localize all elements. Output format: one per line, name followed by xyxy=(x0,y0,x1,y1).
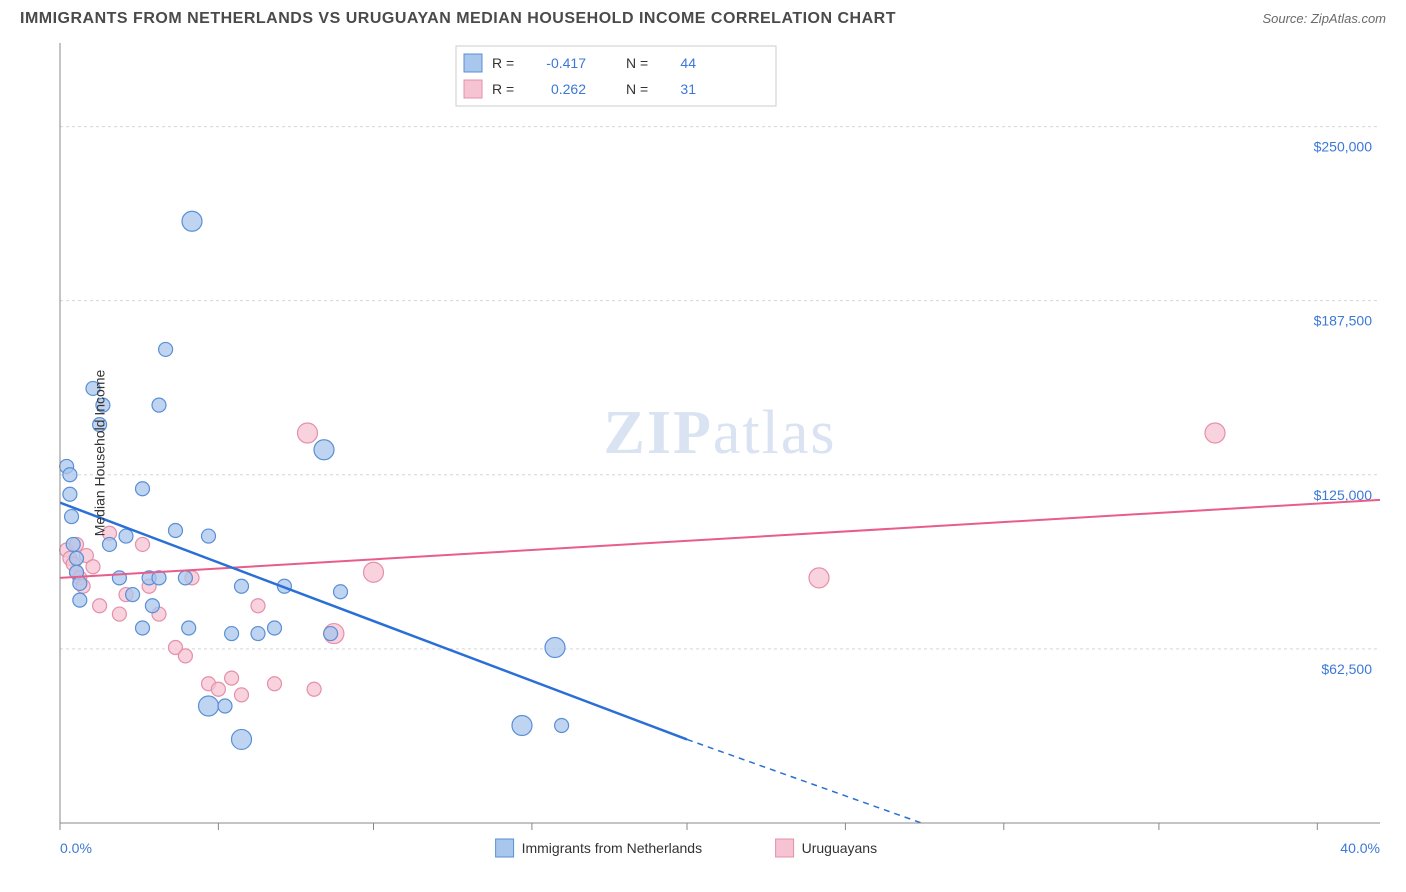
legend-swatch-uruguayans xyxy=(776,839,794,857)
uruguayans-point xyxy=(809,568,829,588)
stats-r-value-uruguayans: 0.262 xyxy=(551,81,586,97)
watermark: ZIPatlas xyxy=(604,399,837,467)
stats-r-value-netherlands: -0.417 xyxy=(546,55,586,71)
legend-label-netherlands: Immigrants from Netherlands xyxy=(522,840,703,856)
netherlands-point xyxy=(136,482,150,496)
uruguayans-point xyxy=(268,677,282,691)
netherlands-point xyxy=(159,342,173,356)
netherlands-point xyxy=(63,487,77,501)
source-attribution: Source: ZipAtlas.com xyxy=(1262,11,1386,26)
legend-swatch-netherlands xyxy=(496,839,514,857)
netherlands-point xyxy=(182,621,196,635)
correlation-scatter-chart: $62,500$125,000$187,500$250,000ZIPatlas0… xyxy=(10,33,1396,873)
netherlands-point xyxy=(334,585,348,599)
netherlands-point xyxy=(199,696,219,716)
stats-r-label: R = xyxy=(492,55,514,71)
netherlands-point xyxy=(232,729,252,749)
netherlands-point xyxy=(73,576,87,590)
netherlands-point xyxy=(225,627,239,641)
netherlands-point xyxy=(545,638,565,658)
netherlands-point xyxy=(136,621,150,635)
netherlands-point xyxy=(218,699,232,713)
stats-n-value-netherlands: 44 xyxy=(680,55,696,71)
uruguayans-point xyxy=(1205,423,1225,443)
uruguayans-point xyxy=(136,537,150,551)
y-axis-label: Median Household Income xyxy=(91,370,107,537)
chart-container: Median Household Income $62,500$125,000$… xyxy=(10,33,1396,873)
uruguayans-point xyxy=(211,682,225,696)
netherlands-point xyxy=(103,537,117,551)
netherlands-point xyxy=(314,440,334,460)
netherlands-point xyxy=(169,524,183,538)
netherlands-point xyxy=(152,398,166,412)
netherlands-point xyxy=(66,537,80,551)
uruguayans-point xyxy=(112,607,126,621)
stats-n-label: N = xyxy=(626,81,648,97)
netherlands-point xyxy=(182,211,202,231)
stats-r-label: R = xyxy=(492,81,514,97)
uruguayans-point xyxy=(251,599,265,613)
chart-title: IMMIGRANTS FROM NETHERLANDS VS URUGUAYAN… xyxy=(20,10,896,28)
stats-n-label: N = xyxy=(626,55,648,71)
x-tick-label-min: 0.0% xyxy=(60,840,92,856)
y-tick-label: $250,000 xyxy=(1314,139,1373,155)
netherlands-point xyxy=(145,599,159,613)
netherlands-point xyxy=(555,719,569,733)
netherlands-point xyxy=(251,627,265,641)
stats-swatch-uruguayans xyxy=(464,80,482,98)
netherlands-point xyxy=(73,593,87,607)
legend-label-uruguayans: Uruguayans xyxy=(802,840,878,856)
netherlands-point xyxy=(70,551,84,565)
uruguayans-point xyxy=(364,562,384,582)
netherlands-point xyxy=(112,571,126,585)
uruguayans-point xyxy=(225,671,239,685)
netherlands-point xyxy=(268,621,282,635)
netherlands-point xyxy=(63,468,77,482)
trend-line-netherlands xyxy=(60,503,687,740)
uruguayans-point xyxy=(93,599,107,613)
stats-n-value-uruguayans: 31 xyxy=(680,81,696,97)
x-tick-label-max: 40.0% xyxy=(1340,840,1380,856)
netherlands-point xyxy=(512,716,532,736)
netherlands-point xyxy=(126,588,140,602)
uruguayans-point xyxy=(235,688,249,702)
uruguayans-point xyxy=(307,682,321,696)
trend-line-netherlands-extension xyxy=(687,739,921,823)
uruguayans-point xyxy=(298,423,318,443)
netherlands-point xyxy=(235,579,249,593)
netherlands-point xyxy=(178,571,192,585)
y-tick-label: $187,500 xyxy=(1314,313,1373,329)
uruguayans-point xyxy=(178,649,192,663)
uruguayans-point xyxy=(86,560,100,574)
netherlands-point xyxy=(324,627,338,641)
netherlands-point xyxy=(202,529,216,543)
netherlands-point xyxy=(119,529,133,543)
stats-swatch-netherlands xyxy=(464,54,482,72)
trend-line-uruguayans xyxy=(60,500,1380,578)
y-tick-label: $62,500 xyxy=(1321,661,1372,677)
netherlands-point xyxy=(65,510,79,524)
